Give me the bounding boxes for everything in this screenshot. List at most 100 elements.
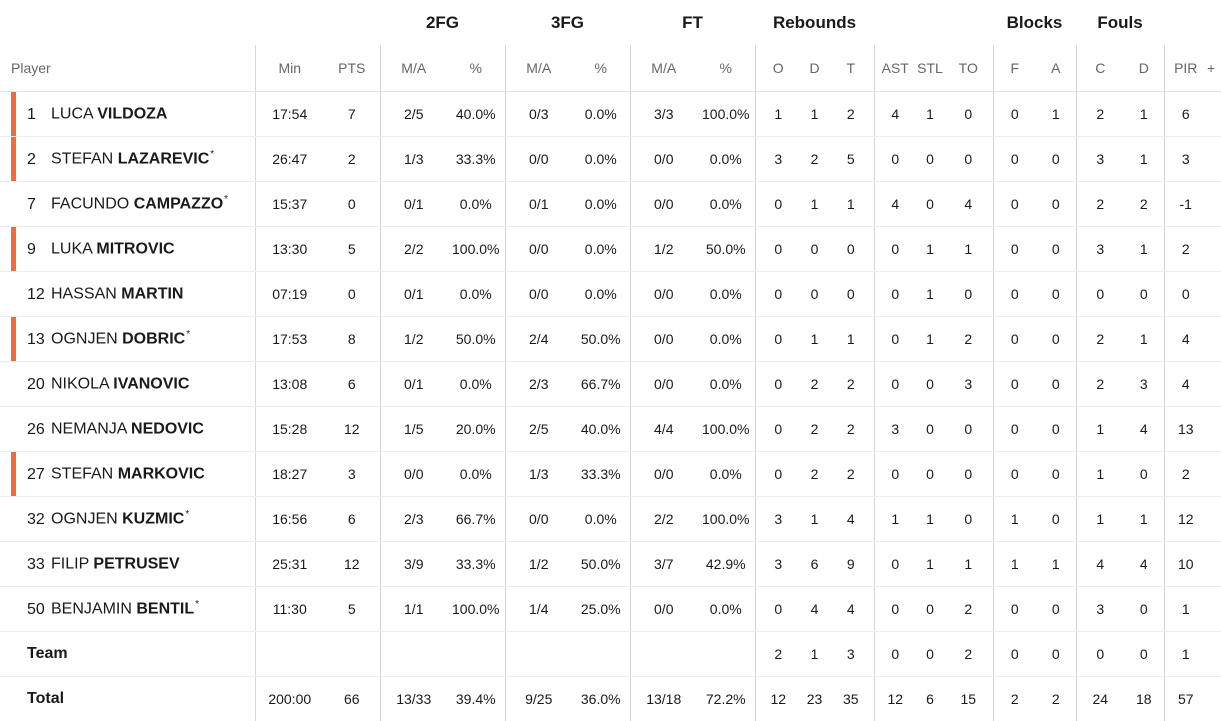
- player-last-name[interactable]: BENTIL: [136, 601, 194, 618]
- cell-pts: 5: [324, 587, 380, 632]
- col-reb-t[interactable]: T: [828, 45, 874, 92]
- player-last-name[interactable]: NEDOVIC: [131, 421, 204, 438]
- cell-to: 0: [944, 272, 993, 317]
- cell-ft-ma: 0/0: [630, 452, 697, 497]
- col-blk-f[interactable]: F: [993, 45, 1036, 92]
- cell-3fg-pct: 50.0%: [572, 542, 630, 587]
- cell-3fg-pct: 0.0%: [572, 182, 630, 227]
- player-last-name[interactable]: VILDOZA: [97, 106, 167, 123]
- cell-2fg-ma: 1/1: [380, 587, 447, 632]
- cell-ast: 0: [874, 587, 916, 632]
- col-foul-d[interactable]: D: [1124, 45, 1164, 92]
- col-stl[interactable]: STL: [916, 45, 944, 92]
- cell-ast: 4: [874, 182, 916, 227]
- player-last-name[interactable]: DOBRIC: [122, 331, 185, 348]
- cell-min: 07:19: [255, 272, 324, 317]
- player-last-name[interactable]: CAMPAZZO: [134, 196, 223, 213]
- cell-reb-d: 1: [801, 497, 828, 542]
- cell-reb-t: 2: [828, 92, 874, 137]
- player-last-name[interactable]: PETRUSEV: [93, 556, 179, 573]
- cell-reb-d: 1: [801, 632, 828, 677]
- cell-blk-a: 0: [1036, 317, 1076, 362]
- cell-pir: -1: [1164, 182, 1207, 227]
- col-to[interactable]: TO: [944, 45, 993, 92]
- cell-min: 16:56: [255, 497, 324, 542]
- col-foul-c[interactable]: C: [1076, 45, 1124, 92]
- col-ft-ma[interactable]: M/A: [630, 45, 697, 92]
- col-ast[interactable]: AST: [874, 45, 916, 92]
- cell-3fg-ma: 9/25: [505, 677, 572, 721]
- player-last-name[interactable]: KUZMIC: [122, 511, 184, 528]
- player-last-name[interactable]: MARKOVIC: [118, 466, 205, 483]
- col-2fg-ma[interactable]: M/A: [380, 45, 447, 92]
- cell-2fg-ma: 0/1: [380, 272, 447, 317]
- cell-ft-pct: 0.0%: [697, 587, 755, 632]
- cell-ast: 0: [874, 317, 916, 362]
- cell-2fg-pct: 33.3%: [447, 137, 505, 182]
- col-3fg-pct[interactable]: %: [572, 45, 630, 92]
- player-first-name: HASSAN: [51, 286, 117, 303]
- cell-reb-o: 3: [755, 542, 801, 587]
- cell-3fg-ma: 2/3: [505, 362, 572, 407]
- col-extra[interactable]: +: [1207, 45, 1221, 92]
- cell-reb-t: 1: [828, 317, 874, 362]
- col-reb-o[interactable]: O: [755, 45, 801, 92]
- col-min[interactable]: Min: [255, 45, 324, 92]
- cell-ft-ma: 0/0: [630, 272, 697, 317]
- col-pir[interactable]: PIR: [1164, 45, 1207, 92]
- cell-to: 0: [944, 497, 993, 542]
- cell-2fg-ma: 0/1: [380, 182, 447, 227]
- col-ft-pct[interactable]: %: [697, 45, 755, 92]
- col-reb-d[interactable]: D: [801, 45, 828, 92]
- player-last-name[interactable]: MARTIN: [121, 286, 183, 303]
- player-number: 7: [27, 196, 51, 214]
- cell-3fg-ma: 2/5: [505, 407, 572, 452]
- cell-reb-t: 35: [828, 677, 874, 721]
- cell-reb-t: 2: [828, 407, 874, 452]
- group-blocks: Blocks: [993, 0, 1076, 45]
- col-2fg-pct[interactable]: %: [447, 45, 505, 92]
- cell-min: 15:37: [255, 182, 324, 227]
- total-label-cell: Total: [0, 677, 255, 721]
- cell-reb-d: 0: [801, 227, 828, 272]
- cell-to: 15: [944, 677, 993, 721]
- cell-pts: 3: [324, 452, 380, 497]
- cell-pts: [324, 632, 380, 677]
- player-last-name[interactable]: MITROVIC: [96, 241, 174, 258]
- col-player[interactable]: Player: [0, 45, 255, 92]
- cell-min: 18:27: [255, 452, 324, 497]
- player-last-name[interactable]: IVANOVIC: [113, 376, 189, 393]
- player-number: 1: [27, 106, 51, 124]
- player-last-name[interactable]: LAZAREVIC: [118, 151, 210, 168]
- col-3fg-ma[interactable]: M/A: [505, 45, 572, 92]
- col-pts[interactable]: PTS: [324, 45, 380, 92]
- cell-foul-c: 2: [1076, 362, 1124, 407]
- cell-foul-d: 0: [1124, 452, 1164, 497]
- cell-ast: 3: [874, 407, 916, 452]
- col-blk-a[interactable]: A: [1036, 45, 1076, 92]
